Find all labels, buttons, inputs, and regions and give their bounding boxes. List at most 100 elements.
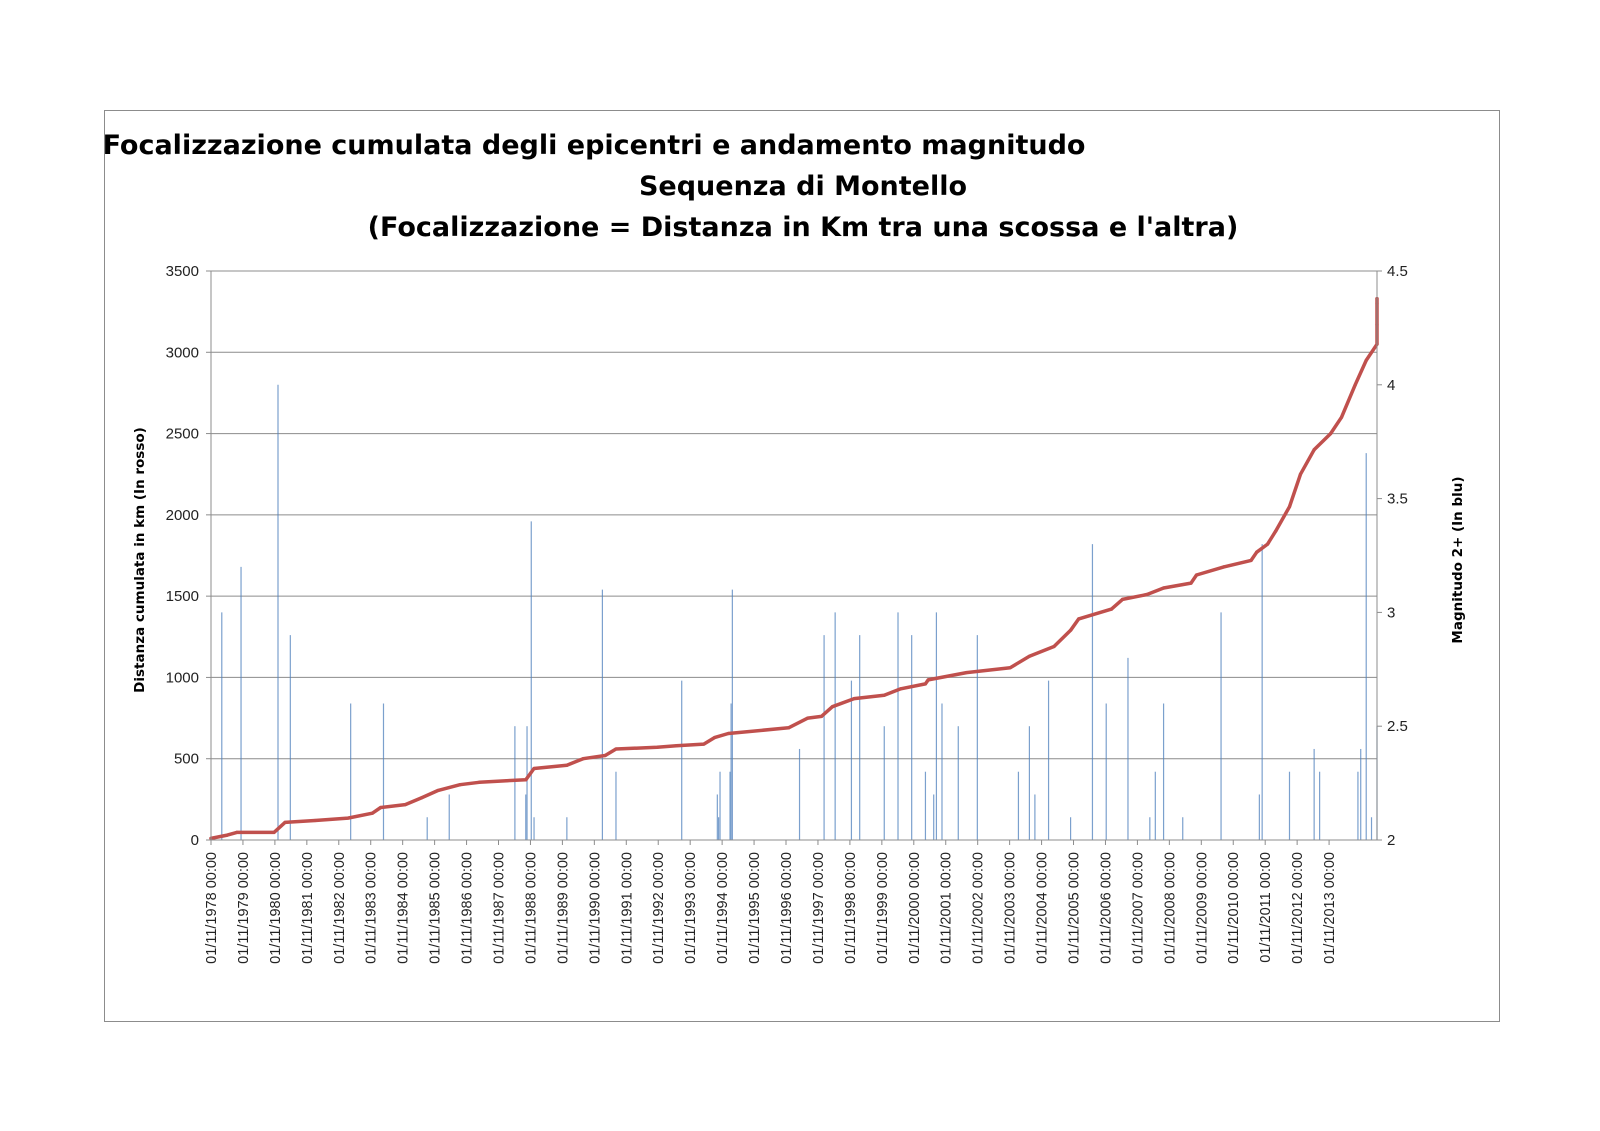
y-right-tick-label: 3	[1387, 604, 1395, 621]
x-tick-label: 01/11/2007 00:00	[1130, 852, 1146, 964]
gridlines	[211, 270, 1377, 760]
y-axis-right-title: Magnitudo 2+ (In blu)	[1450, 476, 1466, 643]
cumulative-distance-point	[1194, 573, 1199, 577]
cumulative-distance-series	[209, 296, 1379, 841]
x-tick-label: 01/11/1982 00:00	[332, 852, 348, 964]
y-right-tick-label: 2.5	[1387, 718, 1408, 735]
y-axis-left-title: Distanza cumulata in km (In rosso)	[132, 427, 148, 693]
y-left-tick-label: 2500	[166, 426, 199, 443]
x-tick-label: 01/11/1989 00:00	[555, 852, 571, 964]
cumulative-distance-point	[370, 811, 375, 815]
y-left-tick-label: 0	[191, 832, 199, 849]
cumulative-distance-point	[1068, 628, 1073, 632]
x-tick-label: 01/11/2002 00:00	[971, 852, 987, 964]
cumulative-distance-point	[477, 780, 481, 784]
y-left-tick-label: 3000	[166, 344, 199, 361]
cumulative-distance-point	[926, 678, 930, 682]
x-tick-label: 01/11/1994 00:00	[715, 852, 731, 964]
cumulative-distance-point	[702, 742, 706, 746]
cumulative-distance-point	[505, 779, 509, 783]
cumulative-distance-point	[1109, 607, 1114, 611]
cumulative-distance-point	[603, 753, 607, 758]
cumulative-distance-point	[1008, 666, 1012, 670]
cumulative-distance-point	[614, 747, 618, 751]
x-tick-label: 01/11/2009 00:00	[1194, 852, 1210, 964]
chart-title-line-2: Sequenza di Montello	[639, 171, 967, 202]
x-tick-label: 01/11/1987 00:00	[492, 852, 508, 964]
cumulative-distance-point	[581, 757, 585, 761]
cumulative-distance-point	[830, 705, 834, 709]
cumulative-distance-point	[1189, 581, 1193, 585]
x-tick-label: 01/11/1981 00:00	[300, 852, 316, 964]
x-tick-label: 01/11/2001 00:00	[939, 852, 955, 964]
cumulative-distance-point	[313, 818, 317, 823]
chart-title: Focalizzazione cumulata degli epicentri …	[105, 130, 1238, 243]
cumulative-distance-point	[1027, 654, 1032, 658]
x-tick-label: 01/11/1993 00:00	[683, 852, 699, 964]
cumulative-distance-point	[806, 716, 810, 720]
y-left-tick-label: 500	[174, 751, 199, 768]
cumulative-distance-point	[1255, 550, 1259, 554]
x-tick-label: 01/11/1995 00:00	[747, 852, 763, 964]
cumulative-distance-point	[1120, 597, 1125, 601]
chart-frame: Focalizzazione cumulata degli epicentri …	[104, 110, 1500, 1022]
cumulative-distance-point	[1145, 592, 1149, 597]
x-tick-label: 01/11/1980 00:00	[268, 852, 284, 964]
cumulative-distance-point	[1274, 529, 1278, 533]
cumulative-distance-point	[674, 744, 679, 748]
cumulative-distance-point	[1339, 415, 1344, 419]
x-tick-label: 01/11/1988 00:00	[523, 852, 539, 964]
x-tick-label: 01/11/2003 00:00	[1003, 852, 1019, 964]
cumulative-distance-point	[379, 805, 383, 810]
x-tick-label: 01/11/1998 00:00	[843, 852, 859, 964]
cumulative-distance-point	[524, 778, 528, 782]
chart-title-line-3: (Focalizzazione = Distanza in Km tra una…	[368, 212, 1239, 243]
cumulative-distance-point	[1266, 542, 1270, 546]
cumulative-distance-point	[1161, 586, 1166, 590]
cumulative-distance-point	[346, 816, 350, 820]
y-right-tick-label: 3.5	[1387, 491, 1408, 508]
x-tick-label: 01/11/1990 00:00	[587, 852, 603, 964]
cumulative-distance-point	[1287, 505, 1292, 509]
x-tick-label: 01/11/1983 00:00	[364, 852, 380, 964]
cumulative-distance-point	[532, 766, 536, 771]
cumulative-distance-point	[1298, 472, 1303, 476]
cumulative-distance-point	[458, 783, 462, 787]
x-tick-label: 01/11/1979 00:00	[236, 852, 252, 964]
x-tick-label: 01/11/2004 00:00	[1035, 852, 1051, 964]
cumulative-distance-point	[1328, 431, 1333, 436]
x-tick-label: 01/11/1991 00:00	[619, 852, 635, 964]
cumulative-distance-point	[923, 682, 928, 686]
cumulative-distance-point	[726, 731, 730, 736]
cumulative-distance-point	[235, 830, 239, 834]
tick-labels: 0 500 1000 1500 2000 2500 3000 3500 2 2.5 3 3.5 4 4.5…	[166, 263, 1408, 964]
cumulative-distance-point	[1364, 358, 1368, 363]
x-tick-label: 01/11/1986 00:00	[460, 852, 476, 964]
cumulative-distance-point	[852, 696, 856, 701]
x-tick-label: 01/11/2010 00:00	[1226, 852, 1242, 964]
cumulative-distance-point	[225, 833, 229, 837]
cumulative-distance-point	[403, 802, 407, 807]
x-tick-label: 01/11/1996 00:00	[779, 852, 795, 964]
y-right-tick-label: 4.5	[1387, 263, 1408, 280]
cumulative-distance-point	[786, 726, 791, 730]
axes	[206, 270, 1382, 845]
chart-svg: Focalizzazione cumulata degli epicentri …	[105, 130, 1466, 964]
cumulative-distance-point	[964, 670, 969, 675]
x-tick-label: 01/11/1984 00:00	[396, 852, 412, 964]
cumulative-distance-point	[712, 735, 717, 740]
cumulative-distance-point	[1077, 617, 1081, 621]
y-left-tick-label: 1500	[166, 588, 199, 605]
x-tick-label: 01/11/2000 00:00	[907, 852, 923, 964]
cumulative-distance-point	[899, 687, 903, 691]
cumulative-distance-point	[1052, 644, 1056, 649]
magnitude-bars	[221, 384, 1378, 840]
cumulative-distance-point	[1353, 383, 1357, 387]
x-tick-label: 01/11/2008 00:00	[1162, 852, 1178, 964]
cumulative-distance-point	[819, 714, 823, 719]
y-left-tick-label: 2000	[166, 507, 199, 524]
x-tick-label: 01/11/2005 00:00	[1067, 852, 1083, 964]
cumulative-distance-point	[420, 796, 424, 800]
cumulative-distance-point	[655, 745, 659, 749]
x-tick-label: 01/11/1992 00:00	[651, 852, 667, 964]
